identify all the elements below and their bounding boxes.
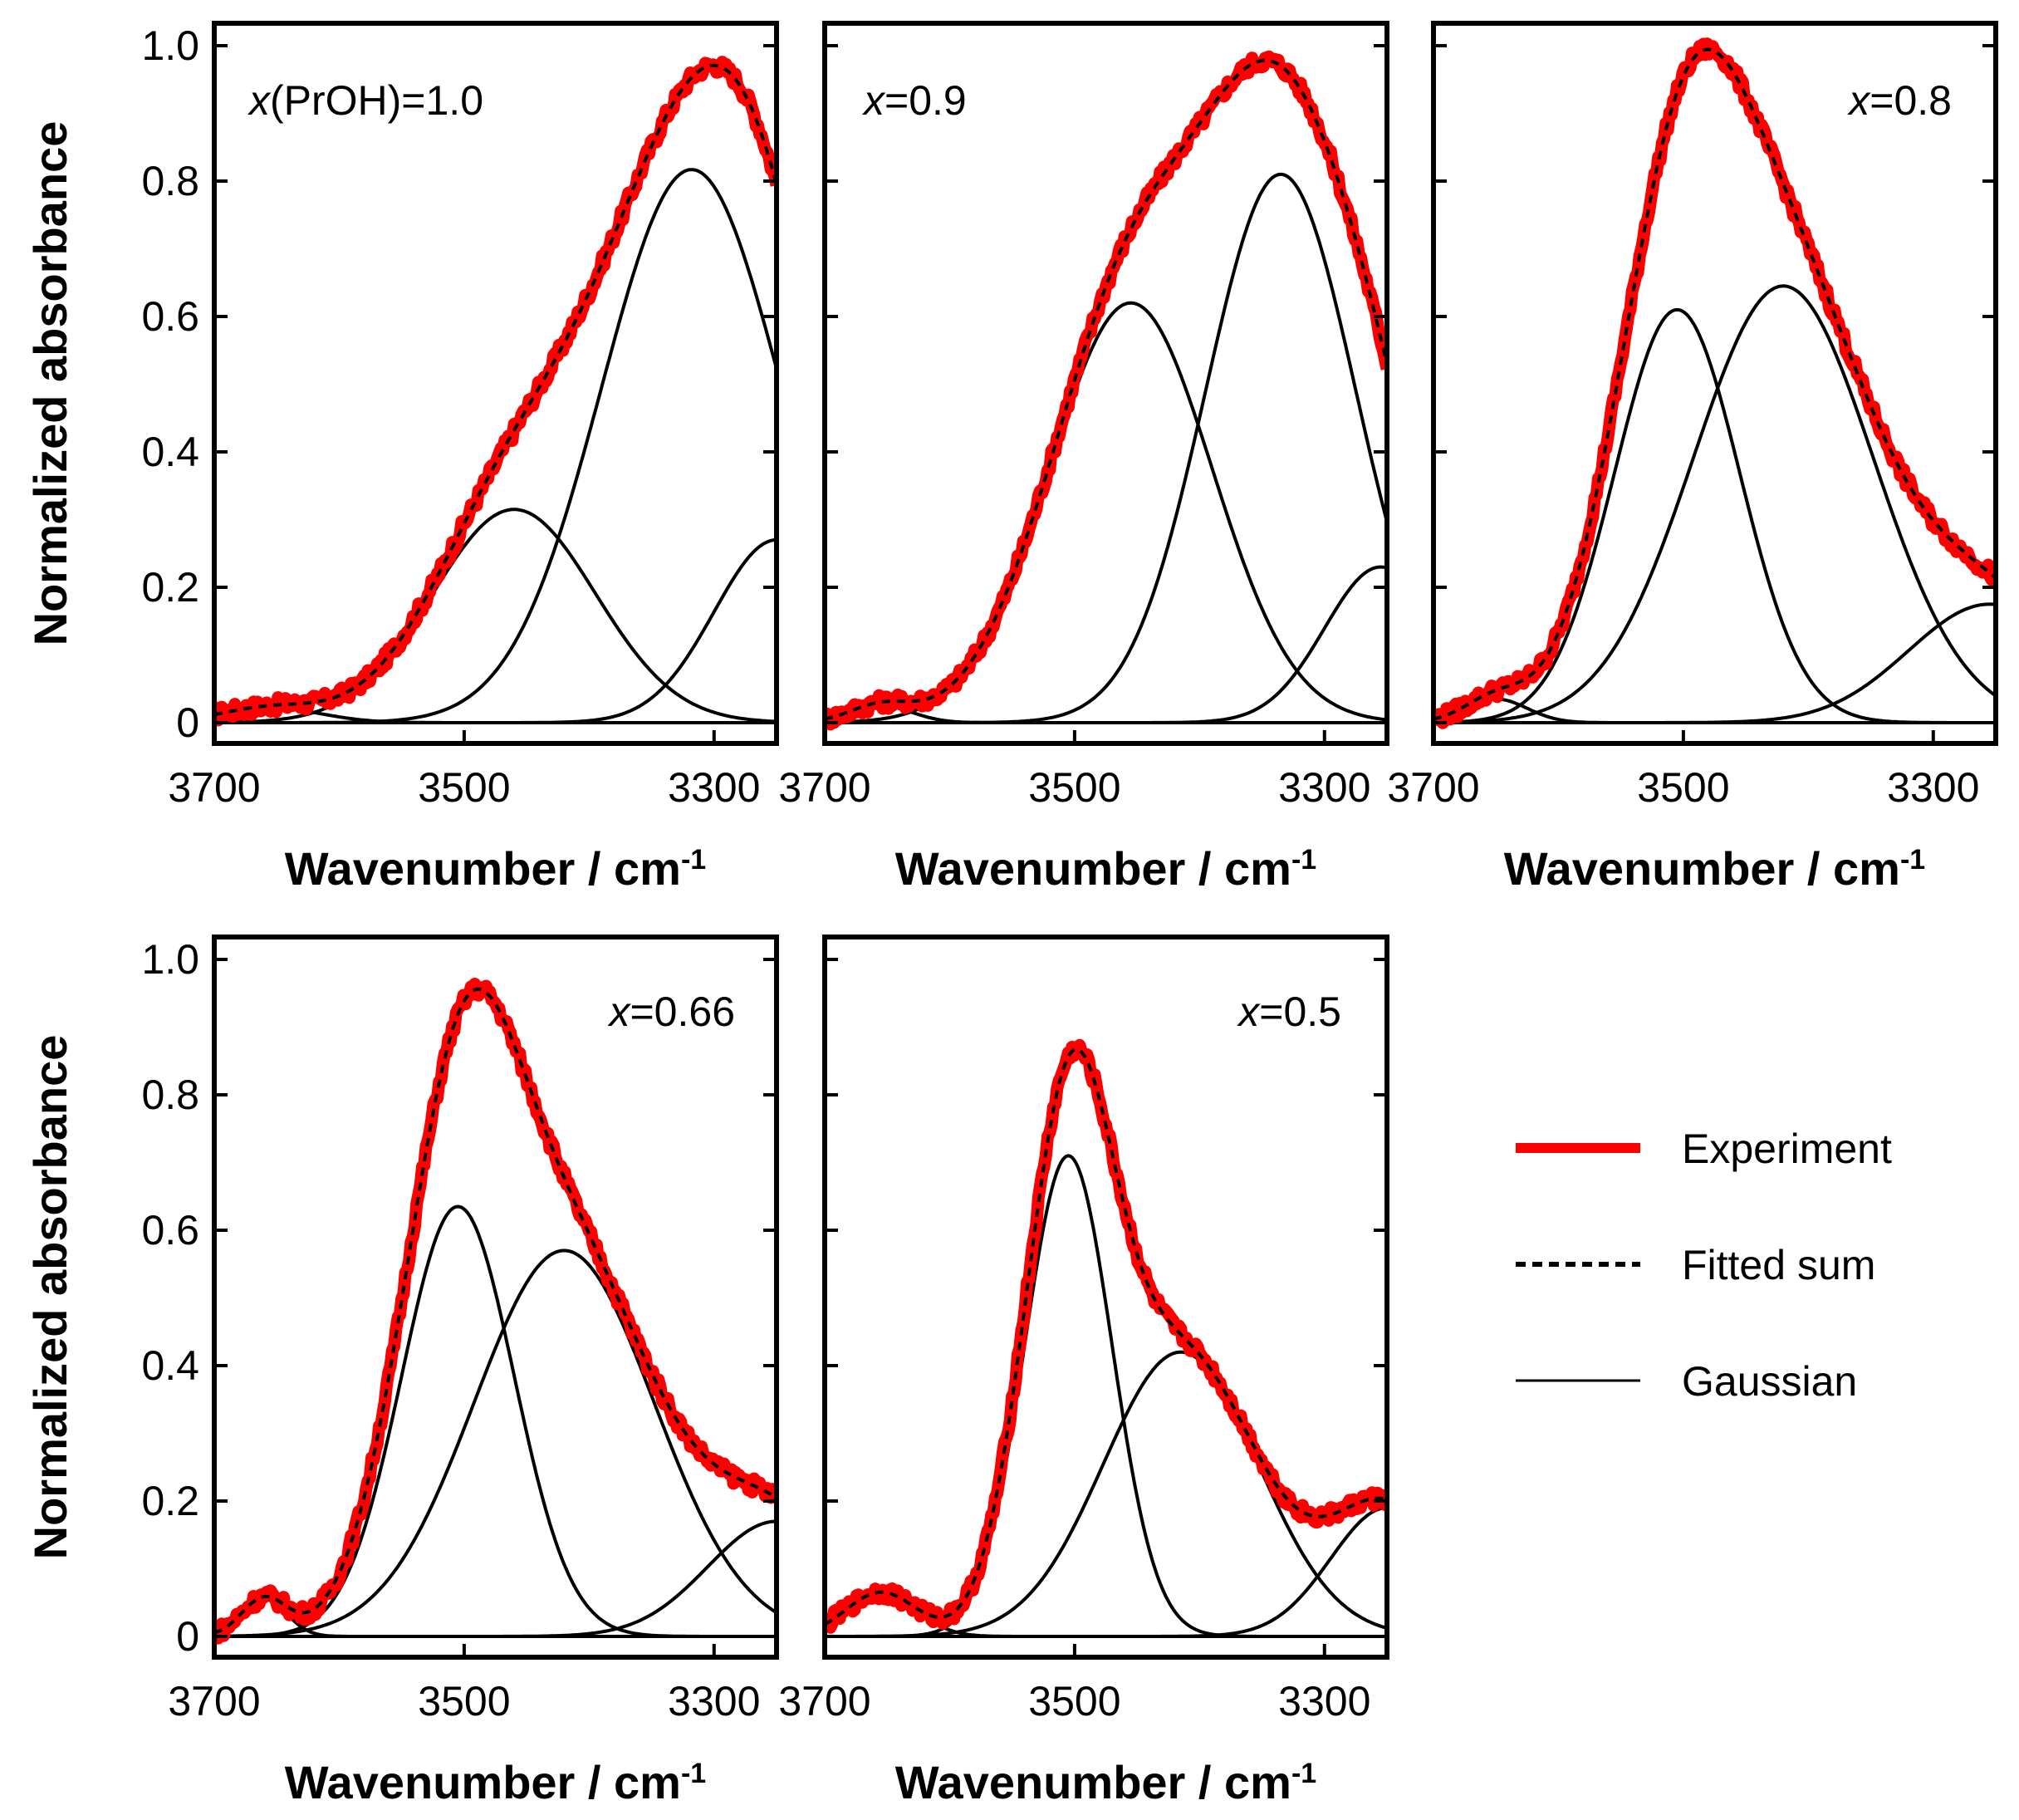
- panel-5: 3700 3500 3300 Wavenumber / cm-1 x=0.5: [778, 935, 1389, 1808]
- xtick-label: 3500: [418, 1678, 510, 1724]
- experiment-curve: [825, 50, 1387, 731]
- plot-area: [214, 978, 777, 1645]
- plot-area: [214, 56, 777, 727]
- gaussian-curve-2: [825, 301, 1387, 724]
- plot-frame: [1431, 21, 1998, 746]
- x-axis-label: Wavenumber / cm-1: [1504, 842, 1925, 895]
- panel-2: 3700 3500 3300 Wavenumber / cm-1 x=0.9: [778, 21, 1389, 895]
- xtick-label: 3700: [168, 764, 260, 811]
- ytick-label: 0.8: [141, 158, 199, 204]
- fitted-sum-curve: [214, 987, 777, 1635]
- experiment-curve: [1433, 37, 1996, 729]
- fitted-sum-curve: [214, 63, 777, 717]
- xtick-label: 3500: [1028, 1678, 1120, 1724]
- ytick-label: 1.0: [141, 22, 199, 69]
- panels: 0 0.2 0.4 0.6 0.8 1.0 3700 3500 3300 Wavenumber /…: [24, 21, 1998, 1808]
- ytick-label: 1.0: [141, 936, 199, 983]
- gaussian-curve-2: [1433, 307, 1996, 724]
- gaussian-curve-4: [825, 1506, 1387, 1638]
- xtick-label: 3300: [668, 1678, 760, 1724]
- x-axis-label: Wavenumber / cm-1: [285, 842, 706, 895]
- x-axis-label: Wavenumber / cm-1: [285, 1756, 706, 1808]
- fitted-sum-curve: [825, 1047, 1387, 1626]
- x-axis-label: Wavenumber / cm-1: [895, 1756, 1316, 1808]
- xtick-label: 3300: [1887, 764, 1979, 811]
- experiment-curve: [214, 56, 777, 727]
- fitted-sum-curve: [1433, 47, 1996, 721]
- xtick-label: 3700: [778, 1678, 870, 1724]
- gaussian-curve-2: [214, 508, 777, 724]
- plot-frame: [822, 935, 1389, 1660]
- gaussian-curve-1: [1433, 697, 1996, 724]
- ytick-label: 0: [176, 699, 199, 746]
- xtick-label: 3500: [1028, 764, 1120, 811]
- ytick-label: 0.8: [141, 1072, 199, 1118]
- legend-label-fitted-sum: Fitted sum: [1682, 1242, 1875, 1288]
- xtick-label: 3500: [1637, 764, 1729, 811]
- xtick-label: 3300: [1278, 1678, 1370, 1724]
- xtick-label: 3300: [668, 764, 760, 811]
- experiment-curve: [825, 1038, 1387, 1634]
- ytick-label: 0.4: [141, 1342, 199, 1389]
- legend: Experiment Fitted sum Gaussian: [1516, 1126, 1892, 1405]
- gaussian-curve-3: [214, 1248, 777, 1638]
- ytick-label: 0.6: [141, 293, 199, 340]
- xtick-label: 3300: [1278, 764, 1370, 811]
- plot-frame: [212, 21, 779, 746]
- x-axis-label: Wavenumber / cm-1: [895, 842, 1316, 895]
- experiment-curve: [214, 978, 777, 1645]
- plot-area: [825, 1038, 1387, 1638]
- gaussian-curve-4: [214, 538, 777, 724]
- fitted-sum-curve: [825, 58, 1387, 721]
- xtick-label: 3700: [778, 764, 870, 811]
- ytick-label: 0.2: [141, 564, 199, 611]
- ytick-label: 0.6: [141, 1207, 199, 1253]
- gaussian-curve-2: [825, 1154, 1387, 1638]
- y-axis-label: Normalized absorbance: [24, 1035, 76, 1560]
- ytick-label: 0: [176, 1613, 199, 1660]
- panel-4: 0 0.2 0.4 0.6 0.8 1.0 3700 3500 3300 Wavenumber /…: [24, 935, 779, 1808]
- plot-frame: [212, 935, 779, 1660]
- y-axis-label: Normalized absorbance: [24, 121, 76, 646]
- panel-annotation: x=0.8: [1847, 77, 1952, 124]
- xtick-label: 3700: [1387, 764, 1479, 811]
- xtick-label: 3500: [418, 764, 510, 811]
- gaussian-curve-4: [214, 1519, 777, 1638]
- gaussian-curve-3: [825, 172, 1387, 724]
- ytick-label: 0.2: [141, 1478, 199, 1524]
- panel-annotation: x=0.66: [607, 988, 735, 1035]
- panel-annotation: x=0.9: [862, 77, 967, 124]
- panel-annotation: x=0.5: [1237, 988, 1341, 1035]
- gaussian-curve-3: [1433, 284, 1996, 724]
- panel-3: 3700 3500 3300 Wavenumber / cm-1 x=0.8: [1387, 21, 1998, 895]
- ytick-label: 0.4: [141, 429, 199, 475]
- plot-area: [1433, 37, 1996, 729]
- panel-1: 0 0.2 0.4 0.6 0.8 1.0 3700 3500 3300 Wavenumber /…: [24, 21, 779, 895]
- plot-area: [825, 50, 1387, 731]
- gaussian-curve-4: [825, 565, 1387, 724]
- gaussian-curve-4: [1433, 602, 1996, 724]
- gaussian-curve-2: [214, 1204, 777, 1638]
- xtick-label: 3700: [168, 1678, 260, 1724]
- panel-annotation: x(PrOH)=1.0: [247, 77, 483, 124]
- legend-label-gaussian: Gaussian: [1682, 1358, 1857, 1405]
- plot-frame: [822, 21, 1389, 746]
- legend-label-experiment: Experiment: [1682, 1126, 1892, 1172]
